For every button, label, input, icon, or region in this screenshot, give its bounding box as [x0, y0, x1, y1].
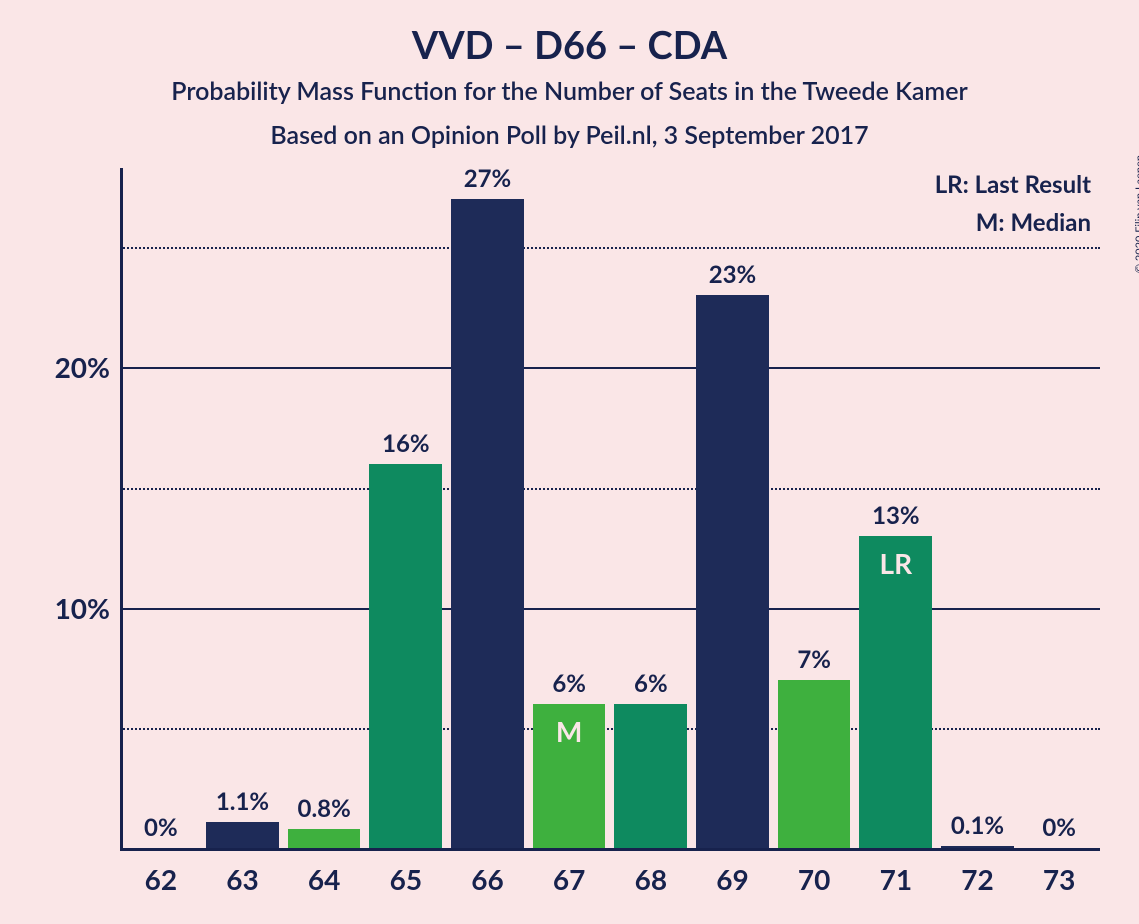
bar-value-label: 7%	[773, 645, 855, 674]
x-axis-label: 68	[610, 862, 692, 896]
gridline-minor	[120, 728, 1100, 730]
chart-title: VVD – D66 – CDA	[0, 22, 1139, 68]
bar-median-marker: M	[533, 714, 606, 748]
bar	[451, 199, 524, 848]
x-axis-label: 63	[202, 862, 284, 896]
x-axis-label: 65	[365, 862, 447, 896]
bar-value-label: 0%	[1018, 813, 1100, 842]
gridline-major	[120, 608, 1100, 610]
x-axis-label: 71	[855, 862, 937, 896]
bar-value-label: 6%	[610, 669, 692, 698]
bar-value-label: 6%	[528, 669, 610, 698]
bar-value-label: 16%	[365, 429, 447, 458]
bar	[369, 464, 442, 848]
copyright-notice: © 2020 Filip van Laenen	[1133, 155, 1139, 273]
x-axis	[120, 848, 1100, 851]
bar	[778, 680, 851, 848]
x-axis-label: 67	[528, 862, 610, 896]
gridline-major	[120, 367, 1100, 369]
bar-value-label: 1.1%	[202, 787, 284, 816]
bar-value-label: 13%	[855, 501, 937, 530]
x-axis-label: 72	[937, 862, 1019, 896]
chart-plot-area: 10%20%0%621.1%630.8%6416%6527%666%M676%6…	[120, 168, 1100, 848]
x-axis-label: 62	[120, 862, 202, 896]
bar-value-label: 0%	[120, 813, 202, 842]
x-axis-label: 64	[283, 862, 365, 896]
bar-value-label: 23%	[692, 260, 774, 289]
bar-value-label: 27%	[447, 164, 529, 193]
chart-subtitle-2: Based on an Opinion Poll by Peil.nl, 3 S…	[0, 120, 1139, 150]
chart-subtitle-1: Probability Mass Function for the Number…	[0, 76, 1139, 106]
bar-value-label: 0.1%	[937, 811, 1019, 840]
y-axis-label: 20%	[35, 350, 110, 384]
x-axis-label: 73	[1018, 862, 1100, 896]
bar	[614, 704, 687, 848]
gridline-minor	[120, 247, 1100, 249]
x-axis-label: 70	[773, 862, 855, 896]
y-axis-label: 10%	[35, 591, 110, 625]
bar	[696, 295, 769, 848]
bar-value-label: 0.8%	[283, 794, 365, 823]
gridline-minor	[120, 488, 1100, 490]
y-axis	[120, 168, 123, 848]
bar-last-result-marker: LR	[859, 546, 932, 580]
x-axis-label: 66	[447, 862, 529, 896]
bar	[206, 822, 279, 848]
x-axis-label: 69	[692, 862, 774, 896]
bar	[859, 536, 932, 848]
bar	[288, 829, 361, 848]
